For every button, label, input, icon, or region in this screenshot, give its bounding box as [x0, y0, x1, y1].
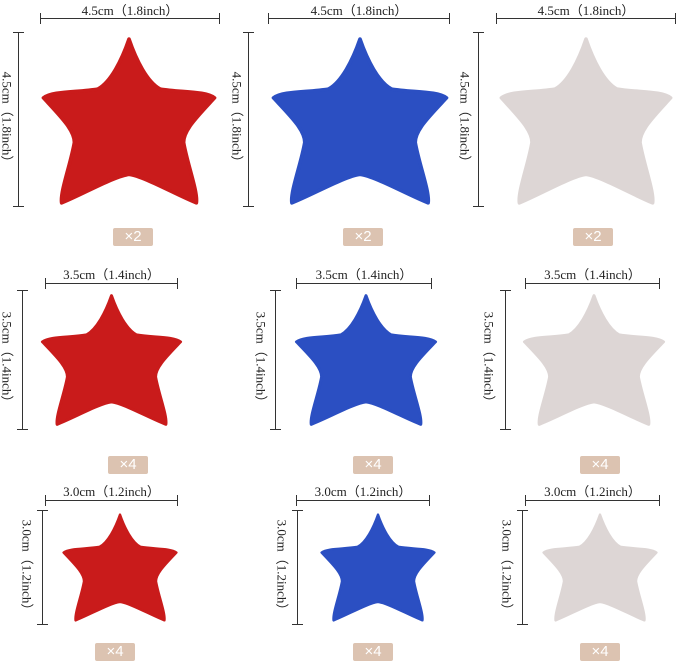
width-label: 4.5cm（1.8inch）	[537, 3, 635, 18]
quantity-badge: ×4	[580, 643, 620, 661]
star-shape	[522, 294, 666, 426]
star-shape	[499, 37, 673, 205]
width-dimension-arrow	[268, 13, 450, 24]
quantity-badge: ×4	[95, 643, 135, 661]
star-shape	[41, 37, 217, 205]
height-dimension-arrow	[500, 290, 511, 430]
height-dimension-arrow	[17, 290, 28, 430]
star-shape	[320, 513, 436, 622]
star-shape	[40, 294, 183, 426]
height-label: 4.5cm（1.8inch）	[0, 71, 15, 168]
height-label: 3.5cm（1.4inch）	[253, 311, 269, 409]
width-dimension-arrow	[525, 495, 660, 506]
silver-star-icon	[542, 513, 658, 622]
silver-star-icon	[522, 294, 666, 426]
red-star-icon	[40, 294, 183, 426]
width-dimension-arrow	[40, 13, 220, 24]
blue-star-icon	[271, 37, 449, 205]
height-label: 4.5cm（1.8inch）	[229, 71, 245, 168]
quantity-badge: ×4	[353, 643, 393, 661]
height-label: 3.0cm（1.2inch）	[19, 519, 35, 616]
width-dimension-arrow	[45, 495, 178, 506]
width-dimension-arrow	[296, 278, 432, 289]
height-dimension-arrow	[13, 32, 24, 207]
width-dimension-arrow	[525, 278, 660, 289]
star-shape	[294, 294, 438, 426]
height-label: 4.5cm（1.8inch）	[457, 71, 473, 168]
height-label: 3.5cm（1.4inch）	[481, 311, 497, 409]
height-dimension-arrow	[517, 510, 528, 625]
quantity-badge: ×2	[113, 228, 153, 246]
quantity-badge: ×2	[573, 228, 613, 246]
star-shape	[62, 513, 178, 622]
width-label: 3.5cm（1.4inch）	[544, 267, 641, 282]
height-dimension-arrow	[243, 32, 254, 207]
height-label: 3.0cm（1.2inch）	[274, 519, 290, 616]
width-label: 4.5cm（1.8inch）	[81, 3, 179, 18]
star-shape	[271, 37, 449, 205]
quantity-badge: ×2	[343, 228, 383, 246]
height-label: 3.0cm（1.2inch）	[499, 519, 515, 616]
width-label: 3.0cm（1.2inch）	[314, 484, 412, 499]
width-label: 3.0cm（1.2inch）	[544, 484, 641, 499]
quantity-badge: ×4	[353, 456, 393, 474]
width-label: 4.5cm（1.8inch）	[310, 3, 408, 18]
blue-star-icon	[294, 294, 438, 426]
height-label: 3.5cm（1.4inch）	[0, 311, 15, 409]
star-shape	[542, 513, 658, 622]
width-dimension-arrow	[296, 495, 430, 506]
silver-star-icon	[499, 37, 673, 205]
quantity-badge: ×4	[580, 456, 620, 474]
height-dimension-arrow	[473, 32, 484, 207]
width-dimension-arrow	[45, 278, 178, 289]
blue-star-icon	[320, 513, 436, 622]
width-label: 3.0cm（1.2inch）	[63, 484, 160, 499]
red-star-icon	[62, 513, 178, 622]
height-dimension-arrow	[270, 290, 281, 430]
width-label: 3.5cm（1.4inch）	[63, 267, 160, 282]
width-dimension-arrow	[496, 13, 676, 24]
red-star-icon	[41, 37, 217, 205]
height-dimension-arrow	[37, 510, 48, 625]
height-dimension-arrow	[292, 510, 303, 625]
quantity-badge: ×4	[108, 456, 148, 474]
width-label: 3.5cm（1.4inch）	[315, 267, 413, 282]
